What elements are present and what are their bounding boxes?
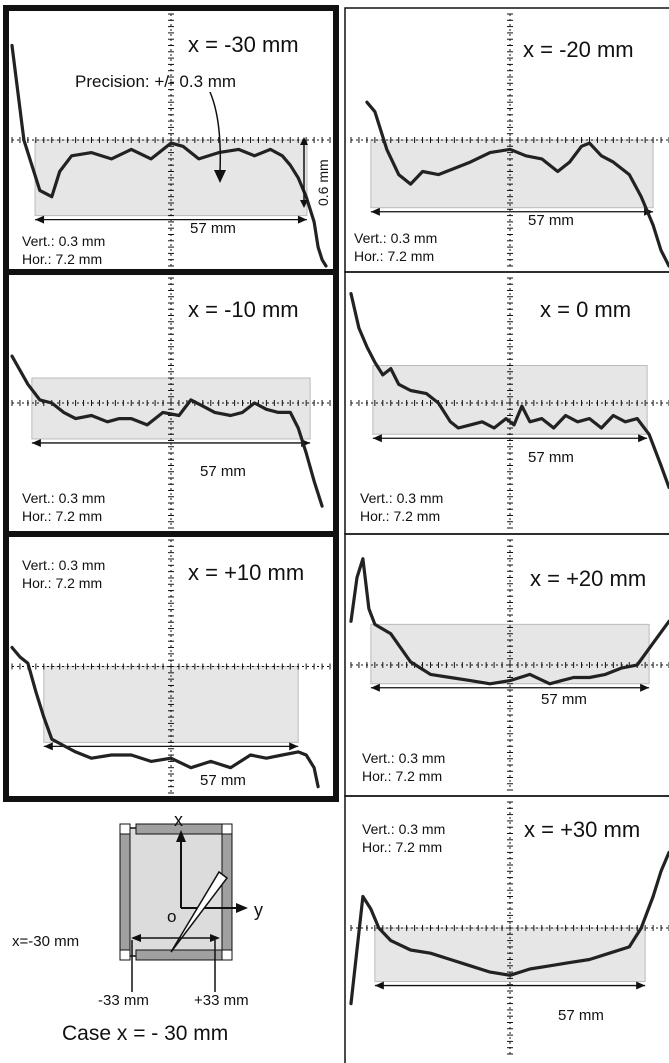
- schematic-x-label: x: [174, 810, 183, 830]
- precision-label: Precision: +/- 0.3 mm: [75, 72, 236, 91]
- panel-2-title: x = -20 mm: [523, 37, 634, 62]
- panel-3-title: x = -10 mm: [188, 297, 299, 322]
- band-height-arrow-bottom: [300, 200, 308, 208]
- panel-4-span: 57 mm: [528, 449, 574, 466]
- panel-1-vert: Vert.: 0.3 mm: [22, 233, 105, 249]
- schematic: x y o x=-30 mm -33 mm +33 mm Case x = - …: [12, 810, 263, 1045]
- panel-3-hor: Hor.: 7.2 mm: [22, 508, 102, 524]
- panel-5-profile-line: [10, 645, 320, 789]
- panel-2-span-arrow-left: [370, 207, 380, 216]
- corner-tl: [119, 823, 131, 835]
- panel-6-band: [370, 623, 650, 685]
- panel-4-hor: Hor.: 7.2 mm: [360, 508, 440, 524]
- panel-6-vert: Vert.: 0.3 mm: [362, 750, 445, 766]
- corner-tr: [221, 823, 233, 835]
- panel-3-profile-line: [10, 354, 324, 508]
- panel-3-span-arrow-left: [31, 438, 41, 447]
- panel-1-profile-line: [10, 43, 328, 268]
- panel-2-vert: Vert.: 0.3 mm: [354, 230, 437, 246]
- panel-5-span: 57 mm: [200, 772, 246, 789]
- precision-arrow-line: [209, 91, 222, 173]
- panel-1-span: 57 mm: [190, 220, 236, 237]
- panel-7-profile-line: [349, 850, 669, 1006]
- panel-6-span-arrow-left: [370, 683, 380, 692]
- panel-7-span-arrow-left: [374, 981, 384, 990]
- schematic-y-arrowhead: [236, 903, 248, 913]
- panel-1-span-arrow-right: [297, 215, 307, 224]
- panel-6-span-arrow-right: [640, 683, 650, 692]
- panel-6-title: x = +20 mm: [530, 566, 646, 591]
- profile-panel-6: [349, 539, 669, 791]
- panel-frame-7: [344, 795, 669, 1063]
- panel-2-span: 57 mm: [528, 212, 574, 229]
- profile-panel-1: [10, 13, 331, 268]
- panel-1-span-arrow-left: [35, 215, 45, 224]
- panel-7-hor: Hor.: 7.2 mm: [362, 839, 442, 855]
- band-height-label: 0.6 mm: [315, 159, 331, 206]
- panel-5-span-arrow-left: [43, 742, 53, 751]
- panel-7-span: 57 mm: [558, 1007, 604, 1024]
- panel-3-vert: Vert.: 0.3 mm: [22, 490, 105, 506]
- panel-5-vert: Vert.: 0.3 mm: [22, 557, 105, 573]
- panel-3-span: 57 mm: [200, 463, 246, 480]
- schematic-span-arrow-left: [131, 934, 141, 942]
- schematic-origin-label: o: [167, 907, 176, 926]
- panel-2-hor: Hor.: 7.2 mm: [354, 248, 434, 264]
- panel-1-title: x = -30 mm: [188, 32, 299, 57]
- corner-br: [221, 949, 233, 961]
- panel-5-hor: Hor.: 7.2 mm: [22, 575, 102, 591]
- panel-4-vert: Vert.: 0.3 mm: [360, 490, 443, 506]
- profile-panel-4: [349, 277, 669, 529]
- panel-4-profile-line: [349, 292, 669, 489]
- panel-6-hor: Hor.: 7.2 mm: [362, 768, 442, 784]
- schematic-y-label: y: [254, 900, 263, 920]
- schematic-span-arrow-right: [210, 934, 220, 942]
- profile-panel-2: [350, 13, 669, 268]
- schematic-caption: Case x = - 30 mm: [62, 1022, 228, 1045]
- schematic-probe: [170, 870, 229, 953]
- panel-frame-5: [3, 531, 339, 802]
- panel-2-profile-line: [365, 100, 669, 268]
- profile-panel-5: [10, 539, 331, 794]
- right-mark-label: +33 mm: [194, 992, 249, 1009]
- panel-1-hor: Hor.: 7.2 mm: [22, 251, 102, 267]
- panel-7-span-arrow-right: [636, 981, 646, 990]
- panel-5-title: x = +10 mm: [188, 560, 304, 585]
- panel-labels: x = -30 mm Vert.: 0.3 mm Hor.: 7.2 mm 57…: [22, 32, 646, 1024]
- panel-5-span-arrow-right: [289, 742, 299, 751]
- band-height-arrow-top: [300, 137, 308, 145]
- panel-6-span: 57 mm: [541, 691, 587, 708]
- panel-4-span-arrow-right: [638, 434, 648, 443]
- panel-7-vert: Vert.: 0.3 mm: [362, 821, 445, 837]
- panel-4-title: x = 0 mm: [540, 297, 631, 322]
- panel-4-span-arrow-left: [372, 434, 382, 443]
- panel-6-profile-line: [349, 557, 669, 686]
- precision-arrow: [209, 91, 308, 208]
- panel-frames: [3, 5, 669, 1063]
- precision-arrow-head: [214, 170, 226, 183]
- schematic-right-plate: [221, 833, 233, 951]
- schematic-bottom-plate: [135, 949, 223, 961]
- profile-panel-3: [10, 277, 331, 529]
- left-mark-label: -33 mm: [98, 992, 149, 1009]
- panel-7-title: x = +30 mm: [524, 817, 640, 842]
- schematic-x-arrowhead: [176, 830, 186, 842]
- schematic-left-plate: [119, 833, 131, 951]
- profile-panel-7: [349, 801, 669, 1055]
- corner-bl: [119, 949, 131, 961]
- panels-group: [10, 13, 669, 1055]
- schematic-case-label: x=-30 mm: [12, 933, 79, 950]
